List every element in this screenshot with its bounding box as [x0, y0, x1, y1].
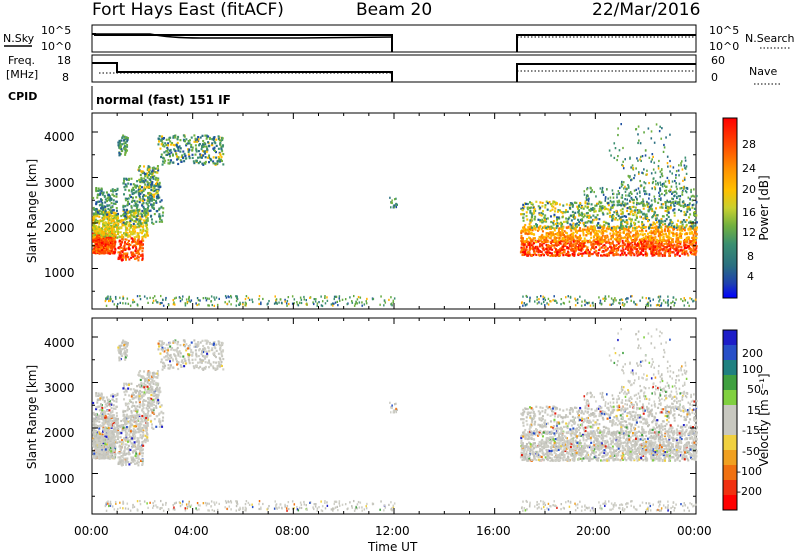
power-cb-label: Power [dB]	[757, 175, 771, 240]
nsky-panel: N.Sky 10^5 10^0 10^5 10^0 N.Search	[3, 24, 795, 53]
vel-cb-m15: -15	[742, 424, 760, 437]
velocity-panel: Slant Range [km] 4000 3000 2000 1000	[25, 317, 698, 515]
nsky-tick-top: 10^5	[41, 24, 71, 37]
power-cb-12: 12	[742, 226, 756, 239]
nave-tick-top: 60	[711, 54, 725, 67]
xtick-2400: 00:00	[677, 524, 712, 538]
velocity-scatter	[92, 327, 698, 513]
power-cb-4: 4	[747, 270, 754, 283]
power-ytick-3000: 3000	[44, 176, 75, 190]
xtick-1600: 16:00	[476, 524, 511, 538]
vel-cb-50: 50	[747, 383, 761, 396]
vel-cb-200: 200	[742, 347, 763, 360]
date-title: 22/Mar/2016	[592, 0, 700, 20]
vel-ytick-3000: 3000	[44, 381, 75, 395]
freq-panel: Freq. [MHz] 18 8 60 0 Nave	[6, 54, 780, 85]
nsearch-label: N.Search	[745, 32, 795, 45]
vel-cb-m200: -200	[737, 485, 762, 498]
velocity-ylabel: Slant Range [km]	[25, 365, 39, 469]
power-colorbar: 28 24 20 16 12 8 4 Power [dB]	[722, 117, 771, 299]
power-ytick-4000: 4000	[44, 130, 75, 144]
vel-ytick-4000: 4000	[44, 336, 75, 350]
power-cb-16: 16	[742, 206, 756, 219]
xtick-1200: 12:00	[375, 524, 410, 538]
xtick-0000: 00:00	[74, 524, 109, 538]
station-title: Fort Hays East (fitACF)	[92, 0, 284, 20]
vel-cb-m100: -100	[737, 465, 762, 478]
cpid-label: CPID	[8, 90, 37, 103]
power-panel: Slant Range [km] 4000 3000 2000 1000	[25, 112, 698, 310]
vel-cb-100: 100	[742, 363, 763, 376]
vel-cb-15: 15	[747, 404, 761, 417]
velocity-colorbar: 200 100 50 15 -15 -50 -100 -200 Velocity…	[722, 329, 771, 511]
nsearch-tick-top: 10^5	[709, 24, 739, 37]
power-cb-24: 24	[742, 162, 756, 175]
xtick-0800: 08:00	[275, 524, 310, 538]
velocity-axes	[91, 318, 697, 514]
xtick-2000: 20:00	[576, 524, 611, 538]
vel-ytick-2000: 2000	[44, 426, 75, 440]
power-cb-20: 20	[742, 183, 756, 196]
power-cb-8: 8	[747, 250, 754, 263]
nsky-label: N.Sky	[3, 32, 35, 45]
freq-tick-top: 18	[57, 54, 71, 67]
x-axis: 00:00 04:00 08:00 12:00 16:00 20:00 00:0…	[74, 524, 712, 554]
nsearch-tick-bottom: 10^0	[709, 40, 739, 53]
freq-tick-bottom: 8	[62, 71, 69, 84]
power-cb-28: 28	[742, 138, 756, 151]
cpid-text: normal (fast) 151 IF	[96, 93, 231, 107]
xtick-0400: 04:00	[174, 524, 209, 538]
freq-label: Freq.	[8, 54, 35, 67]
power-ytick-2000: 2000	[44, 221, 75, 235]
power-scatter	[92, 122, 698, 308]
freq-unit: [MHz]	[6, 68, 38, 81]
power-ylabel: Slant Range [km]	[25, 159, 39, 263]
power-axes	[91, 113, 697, 309]
velocity-cb-label: Velocity [m s⁻¹]	[757, 373, 771, 466]
xaxis-label: Time UT	[367, 540, 418, 554]
beam-title: Beam 20	[356, 0, 432, 20]
vel-ytick-1000: 1000	[44, 472, 75, 486]
vel-cb-m50: -50	[742, 445, 760, 458]
power-ytick-1000: 1000	[44, 266, 75, 280]
nave-tick-bottom: 0	[711, 71, 718, 84]
nave-label: Nave	[749, 65, 777, 78]
nsky-tick-bottom: 10^0	[41, 40, 71, 53]
